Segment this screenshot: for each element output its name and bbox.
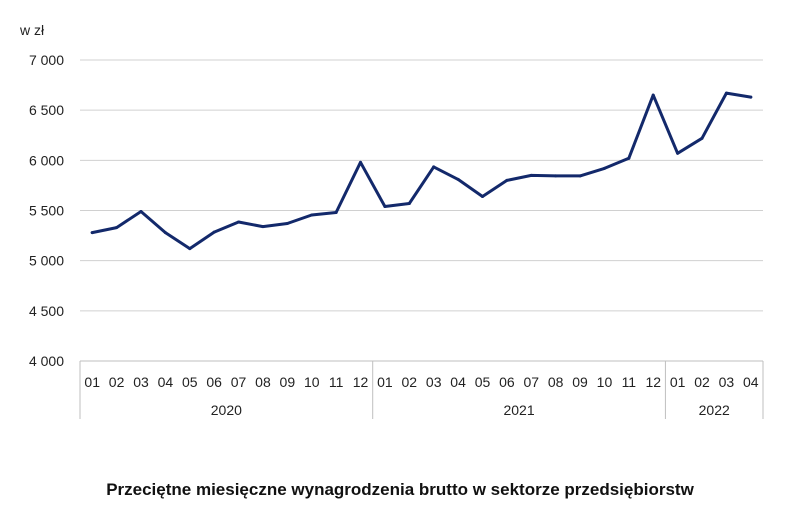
x-tick-label: 04 xyxy=(743,374,759,390)
year-label: 2020 xyxy=(211,402,242,418)
data-point xyxy=(359,160,363,164)
x-tick-label: 02 xyxy=(109,374,125,390)
chart-title: Przeciętne miesięczne wynagrodzenia brut… xyxy=(106,480,694,499)
x-tick-label: 03 xyxy=(133,374,149,390)
x-tick-label: 07 xyxy=(523,374,539,390)
series-line xyxy=(90,91,753,251)
data-point xyxy=(724,91,728,95)
data-point xyxy=(602,166,606,170)
data-point xyxy=(432,165,436,169)
data-point xyxy=(188,247,192,251)
x-tick-label: 10 xyxy=(304,374,320,390)
x-tick-label: 12 xyxy=(645,374,661,390)
data-point xyxy=(578,174,582,178)
data-point xyxy=(651,93,655,97)
data-point xyxy=(676,151,680,155)
year-label: 2022 xyxy=(699,402,730,418)
x-tick-label: 09 xyxy=(280,374,296,390)
x-tick-label: 08 xyxy=(255,374,271,390)
data-point xyxy=(700,136,704,140)
data-point xyxy=(285,222,289,226)
x-tick-label: 11 xyxy=(622,374,637,390)
x-tick-label: 02 xyxy=(402,374,418,390)
data-point xyxy=(261,225,265,229)
data-point xyxy=(383,204,387,208)
x-tick-label: 07 xyxy=(231,374,247,390)
data-point xyxy=(334,211,338,215)
y-tick-label: 5 500 xyxy=(29,203,64,219)
x-tick-label: 12 xyxy=(353,374,369,390)
data-point xyxy=(163,231,167,235)
x-tick-label: 06 xyxy=(499,374,515,390)
unit-label: w zł xyxy=(20,22,45,38)
data-point xyxy=(480,194,484,198)
x-tick-label: 05 xyxy=(475,374,491,390)
x-tick-label: 03 xyxy=(719,374,735,390)
y-tick-label: 4 000 xyxy=(29,353,64,369)
y-tick-label: 6 000 xyxy=(29,152,64,168)
x-tick-label: 05 xyxy=(182,374,198,390)
data-point xyxy=(139,210,143,214)
x-tick-label: 02 xyxy=(694,374,710,390)
data-point xyxy=(407,201,411,205)
y-tick-label: 5 000 xyxy=(29,253,64,269)
y-tick-label: 6 500 xyxy=(29,102,64,118)
year-label: 2021 xyxy=(503,402,534,418)
data-point xyxy=(529,173,533,177)
x-tick-label: 01 xyxy=(84,374,100,390)
data-point xyxy=(627,156,631,160)
y-tick-label: 7 000 xyxy=(29,52,64,68)
data-point xyxy=(237,220,241,224)
data-point xyxy=(456,177,460,181)
x-tick-label: 11 xyxy=(329,374,344,390)
data-point xyxy=(310,213,314,217)
data-point xyxy=(505,178,509,182)
x-tick-label: 04 xyxy=(450,374,466,390)
data-point xyxy=(212,230,216,234)
x-tick-label: 09 xyxy=(572,374,588,390)
x-tick-label: 08 xyxy=(548,374,564,390)
x-tick-label: 01 xyxy=(377,374,393,390)
x-tick-label: 01 xyxy=(670,374,686,390)
x-tick-label: 03 xyxy=(426,374,442,390)
data-point xyxy=(90,231,94,235)
y-tick-label: 4 500 xyxy=(29,303,64,319)
data-point xyxy=(749,95,753,99)
x-tick-label: 10 xyxy=(597,374,613,390)
x-tick-label: 06 xyxy=(206,374,222,390)
data-point xyxy=(554,174,558,178)
x-tick-label: 04 xyxy=(158,374,174,390)
data-point xyxy=(115,226,119,230)
